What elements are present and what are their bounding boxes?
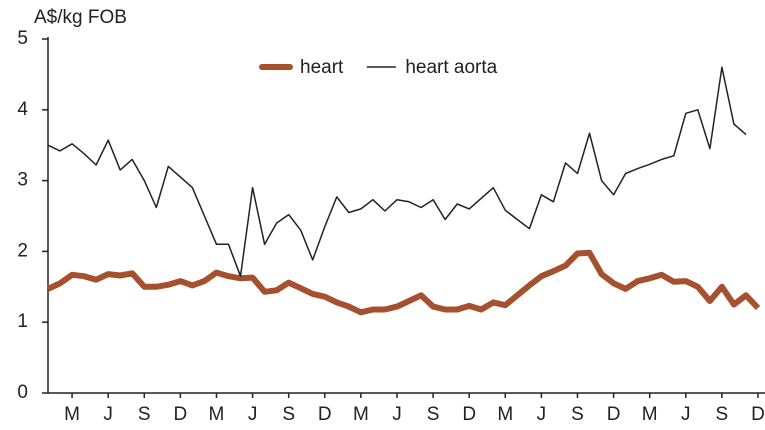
x-tick-label: S [427, 404, 440, 425]
y-tick-label: 1 [17, 311, 28, 332]
series-line [46, 249, 761, 316]
x-tick-label: M [353, 404, 369, 425]
x-tick-label: M [497, 404, 513, 425]
x-tick-label: S [571, 404, 584, 425]
legend-label: heart aorta [405, 57, 497, 78]
y-tick-label: 2 [17, 240, 28, 261]
x-tick-label: D [462, 404, 476, 425]
series-line [47, 66, 747, 277]
x-tick-label: S [716, 404, 729, 425]
y-tick-label: 4 [17, 99, 28, 120]
legend-label: heart [300, 57, 344, 78]
x-tick-label: J [537, 404, 547, 425]
x-tick-label: J [248, 404, 258, 425]
x-tick-label: J [103, 404, 113, 425]
x-tick-label: M [642, 404, 658, 425]
x-tick-label: J [392, 404, 402, 425]
x-tick-label: J [681, 404, 691, 425]
x-tick-label: D [174, 404, 188, 425]
y-axis-label: A$/kg FOB [34, 7, 127, 28]
y-tick-label: 3 [17, 170, 28, 191]
y-tick-label: 5 [17, 28, 28, 49]
y-tick-label: 0 [17, 382, 28, 403]
x-tick-label: D [607, 404, 621, 425]
x-tick-label: M [209, 404, 225, 425]
x-tick-label: S [282, 404, 295, 425]
x-tick-label: S [138, 404, 151, 425]
x-tick-label: M [64, 404, 80, 425]
x-tick-label: D [318, 404, 332, 425]
x-tick-label: D [751, 404, 765, 425]
